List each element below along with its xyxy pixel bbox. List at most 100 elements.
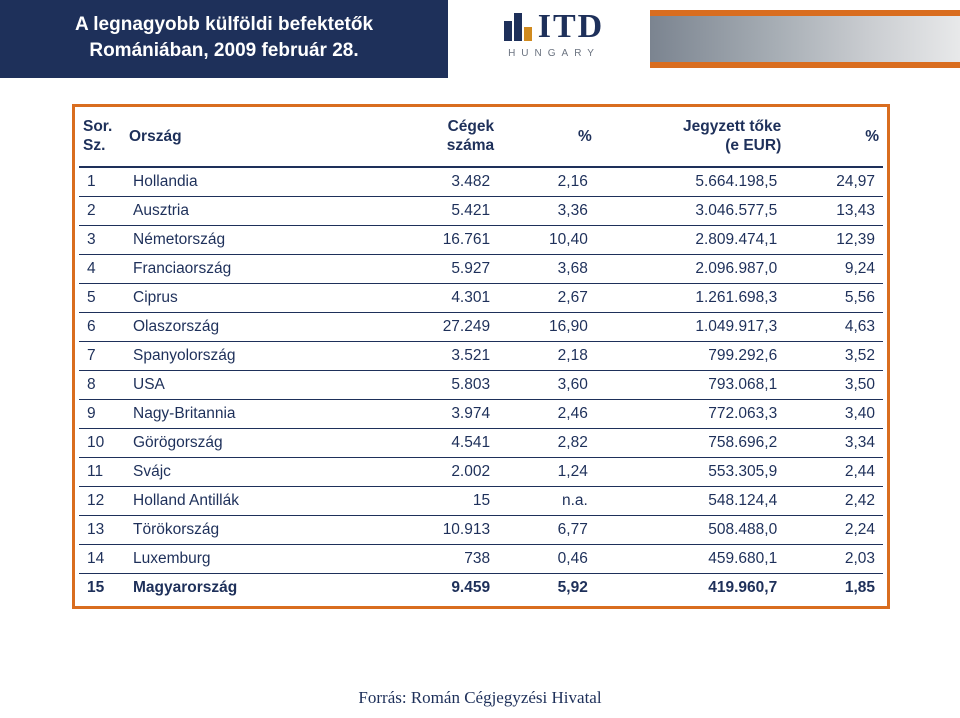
cell-pct1: 3,68 — [498, 254, 596, 283]
cell-companies: 9.459 — [385, 573, 498, 602]
table-body: 1Hollandia3.4822,165.664.198,524,972Ausz… — [79, 167, 883, 602]
table-row: 9Nagy-Britannia3.9742,46772.063,33,40 — [79, 399, 883, 428]
cell-pct1: n.a. — [498, 486, 596, 515]
table-row: 11Svájc2.0021,24553.305,92,44 — [79, 457, 883, 486]
cell-companies: 15 — [385, 486, 498, 515]
column-header-pct2: % — [785, 111, 883, 167]
cell-rank: 6 — [79, 312, 125, 341]
cell-country: Németország — [125, 225, 385, 254]
cell-rank: 2 — [79, 196, 125, 225]
cell-companies: 5.421 — [385, 196, 498, 225]
logo-mark-icon — [504, 13, 532, 41]
cell-pct1: 3,36 — [498, 196, 596, 225]
cell-country: Görögország — [125, 428, 385, 457]
cell-country: Ausztria — [125, 196, 385, 225]
cell-rank: 1 — [79, 167, 125, 197]
cell-rank: 3 — [79, 225, 125, 254]
cell-pct1: 16,90 — [498, 312, 596, 341]
cell-pct1: 0,46 — [498, 544, 596, 573]
title-line-2: Romániában, 2009 február 28. — [89, 40, 358, 61]
cell-capital: 1.049.917,3 — [596, 312, 785, 341]
cell-rank: 14 — [79, 544, 125, 573]
cell-pct2: 3,50 — [785, 370, 883, 399]
table-row: 8USA5.8033,60793.068,13,50 — [79, 370, 883, 399]
cell-pct1: 2,67 — [498, 283, 596, 312]
column-header-country: Ország — [125, 111, 385, 167]
investors-table: Sor.Sz.OrszágCégekszáma%Jegyzett tőke(e … — [79, 111, 883, 602]
cell-pct1: 1,24 — [498, 457, 596, 486]
cell-pct2: 3,52 — [785, 341, 883, 370]
itd-logo: ITD HUNGARY — [460, 8, 648, 74]
cell-companies: 3.482 — [385, 167, 498, 197]
cell-capital: 459.680,1 — [596, 544, 785, 573]
column-header-rank: Sor.Sz. — [79, 111, 125, 167]
cell-rank: 4 — [79, 254, 125, 283]
table-header: Sor.Sz.OrszágCégekszáma%Jegyzett tőke(e … — [79, 111, 883, 167]
table-row: 5Ciprus4.3012,671.261.698,35,56 — [79, 283, 883, 312]
cell-pct2: 4,63 — [785, 312, 883, 341]
cell-country: Franciaország — [125, 254, 385, 283]
cell-pct2: 3,40 — [785, 399, 883, 428]
table-row: 1Hollandia3.4822,165.664.198,524,97 — [79, 167, 883, 197]
cell-pct1: 3,60 — [498, 370, 596, 399]
cell-pct2: 24,97 — [785, 167, 883, 197]
cell-pct2: 5,56 — [785, 283, 883, 312]
cell-rank: 7 — [79, 341, 125, 370]
slide-header: A legnagyobb külföldi befektetők Romániá… — [0, 0, 960, 84]
cell-capital: 793.068,1 — [596, 370, 785, 399]
table-row: 2Ausztria5.4213,363.046.577,513,43 — [79, 196, 883, 225]
cell-pct1: 5,92 — [498, 573, 596, 602]
cell-companies: 3.974 — [385, 399, 498, 428]
cell-rank: 13 — [79, 515, 125, 544]
column-header-capital: Jegyzett tőke(e EUR) — [596, 111, 785, 167]
table-row: 15Magyarország9.4595,92419.960,71,85 — [79, 573, 883, 602]
cell-capital: 772.063,3 — [596, 399, 785, 428]
cell-rank: 8 — [79, 370, 125, 399]
logo-text: ITD — [538, 8, 604, 46]
cell-country: Svájc — [125, 457, 385, 486]
cell-rank: 9 — [79, 399, 125, 428]
cell-companies: 2.002 — [385, 457, 498, 486]
table-row: 10Görögország4.5412,82758.696,23,34 — [79, 428, 883, 457]
cell-companies: 5.803 — [385, 370, 498, 399]
cell-companies: 27.249 — [385, 312, 498, 341]
title-line-1: A legnagyobb külföldi befektetők — [75, 14, 373, 35]
cell-capital: 1.261.698,3 — [596, 283, 785, 312]
table-row: 6Olaszország27.24916,901.049.917,34,63 — [79, 312, 883, 341]
table-row: 7Spanyolország3.5212,18799.292,63,52 — [79, 341, 883, 370]
cell-country: Hollandia — [125, 167, 385, 197]
cell-capital: 553.305,9 — [596, 457, 785, 486]
cell-country: Spanyolország — [125, 341, 385, 370]
cell-capital: 419.960,7 — [596, 573, 785, 602]
cell-pct2: 2,42 — [785, 486, 883, 515]
table-frame: Sor.Sz.OrszágCégekszáma%Jegyzett tőke(e … — [72, 104, 890, 609]
cell-capital: 3.046.577,5 — [596, 196, 785, 225]
table-row: 13Törökország10.9136,77508.488,02,24 — [79, 515, 883, 544]
logo-subtext: HUNGARY — [508, 48, 600, 59]
cell-companies: 738 — [385, 544, 498, 573]
cell-capital: 799.292,6 — [596, 341, 785, 370]
table-row: 14Luxemburg7380,46459.680,12,03 — [79, 544, 883, 573]
cell-rank: 10 — [79, 428, 125, 457]
cell-companies: 4.541 — [385, 428, 498, 457]
cell-capital: 2.096.987,0 — [596, 254, 785, 283]
cell-rank: 12 — [79, 486, 125, 515]
cell-pct2: 2,03 — [785, 544, 883, 573]
cell-capital: 508.488,0 — [596, 515, 785, 544]
cell-country: Holland Antillák — [125, 486, 385, 515]
cell-country: Magyarország — [125, 573, 385, 602]
cell-capital: 548.124,4 — [596, 486, 785, 515]
cell-pct2: 3,34 — [785, 428, 883, 457]
cell-pct2: 9,24 — [785, 254, 883, 283]
header-decorative-bar — [650, 10, 960, 68]
cell-pct2: 2,24 — [785, 515, 883, 544]
logo-top: ITD — [504, 8, 604, 46]
cell-companies: 4.301 — [385, 283, 498, 312]
cell-country: Luxemburg — [125, 544, 385, 573]
cell-pct1: 10,40 — [498, 225, 596, 254]
cell-rank: 11 — [79, 457, 125, 486]
cell-companies: 10.913 — [385, 515, 498, 544]
cell-pct1: 2,46 — [498, 399, 596, 428]
cell-capital: 2.809.474,1 — [596, 225, 785, 254]
source-footer: Forrás: Román Cégjegyzési Hivatal — [0, 688, 960, 708]
